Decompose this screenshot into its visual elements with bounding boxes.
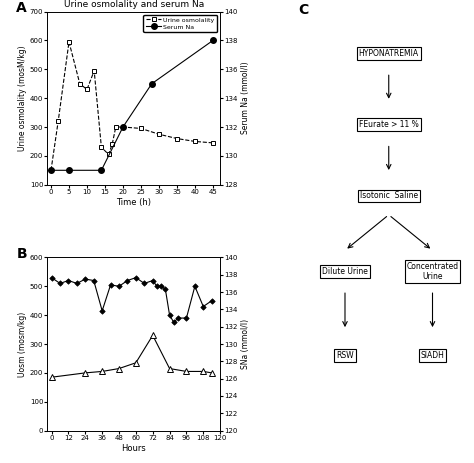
Uosm	[175, 315, 181, 321]
Text: Concentrated
Urine: Concentrated Urine	[406, 262, 458, 281]
Uosm	[171, 319, 177, 325]
Line: Urine osmolality: Urine osmolality	[48, 39, 215, 173]
SNa	[49, 375, 55, 380]
SNa	[209, 370, 215, 375]
Urine osmolality	[156, 131, 162, 137]
Uosm	[108, 282, 113, 288]
Urine osmolality	[99, 144, 104, 150]
Serum Na	[66, 168, 72, 173]
Uosm	[49, 275, 55, 281]
Urine osmolality	[84, 87, 90, 92]
Urine osmolality	[113, 124, 118, 130]
SNa	[183, 369, 189, 374]
Line: Uosm: Uosm	[50, 275, 214, 324]
Uosm	[91, 278, 97, 283]
Text: B: B	[16, 247, 27, 261]
Text: A: A	[16, 1, 27, 15]
Urine osmolality	[210, 140, 216, 146]
Uosm	[74, 281, 80, 286]
Uosm	[163, 287, 168, 292]
Y-axis label: Uosm (mosm/kg): Uosm (mosm/kg)	[18, 312, 27, 376]
Title: Urine osmolality and serum Na: Urine osmolality and serum Na	[64, 0, 204, 9]
Urine osmolality	[55, 119, 61, 124]
Text: SIADH: SIADH	[420, 350, 445, 360]
X-axis label: Hours: Hours	[121, 444, 146, 452]
Uosm	[100, 308, 105, 313]
Text: C: C	[298, 3, 309, 17]
Y-axis label: Urine osmolality (mosM/kg): Urine osmolality (mosM/kg)	[18, 45, 27, 151]
Urine osmolality	[138, 125, 144, 131]
Uosm	[57, 281, 63, 286]
Uosm	[192, 283, 198, 289]
Uosm	[209, 298, 215, 304]
SNa	[201, 369, 206, 374]
Text: FEurate > 11 %: FEurate > 11 %	[359, 120, 419, 129]
Uosm	[201, 304, 206, 309]
SNa	[82, 370, 88, 375]
Uosm	[183, 315, 189, 321]
Urine osmolality	[106, 152, 111, 157]
SNa	[133, 360, 139, 366]
Uosm	[154, 283, 160, 289]
Urine osmolality	[120, 124, 126, 130]
Text: RSW: RSW	[336, 350, 354, 360]
Uosm	[141, 281, 147, 286]
SNa	[100, 369, 105, 374]
Legend: Urine osmolality, Serum Na: Urine osmolality, Serum Na	[143, 15, 217, 32]
Uosm	[82, 276, 88, 282]
Serum Na	[120, 124, 126, 130]
Uosm	[150, 278, 155, 283]
Y-axis label: SNa (mmol/l): SNa (mmol/l)	[241, 319, 250, 369]
Serum Na	[99, 168, 104, 173]
Text: Isotonic  Saline: Isotonic Saline	[360, 191, 418, 200]
Serum Na	[149, 81, 155, 87]
Uosm	[158, 283, 164, 289]
Uosm	[167, 313, 173, 318]
Text: HYPONATREMIA: HYPONATREMIA	[359, 49, 419, 58]
X-axis label: Time (h): Time (h)	[116, 198, 151, 206]
SNa	[116, 366, 122, 371]
Line: Serum Na: Serum Na	[48, 38, 216, 173]
Y-axis label: Serum Na (mmol/l): Serum Na (mmol/l)	[241, 62, 250, 134]
Urine osmolality	[174, 136, 180, 141]
Urine osmolality	[66, 39, 72, 44]
Serum Na	[210, 38, 216, 43]
Urine osmolality	[48, 168, 54, 173]
Urine osmolality	[192, 138, 198, 144]
SNa	[150, 332, 155, 338]
Serum Na	[48, 168, 54, 173]
Uosm	[125, 278, 130, 283]
Urine osmolality	[91, 68, 97, 74]
SNa	[167, 366, 173, 371]
Text: Dilute Urine: Dilute Urine	[322, 267, 368, 276]
Urine osmolality	[109, 142, 115, 147]
Uosm	[133, 275, 139, 281]
Uosm	[65, 278, 71, 283]
Urine osmolality	[77, 81, 82, 87]
Uosm	[116, 283, 122, 289]
Line: SNa: SNa	[49, 332, 214, 380]
